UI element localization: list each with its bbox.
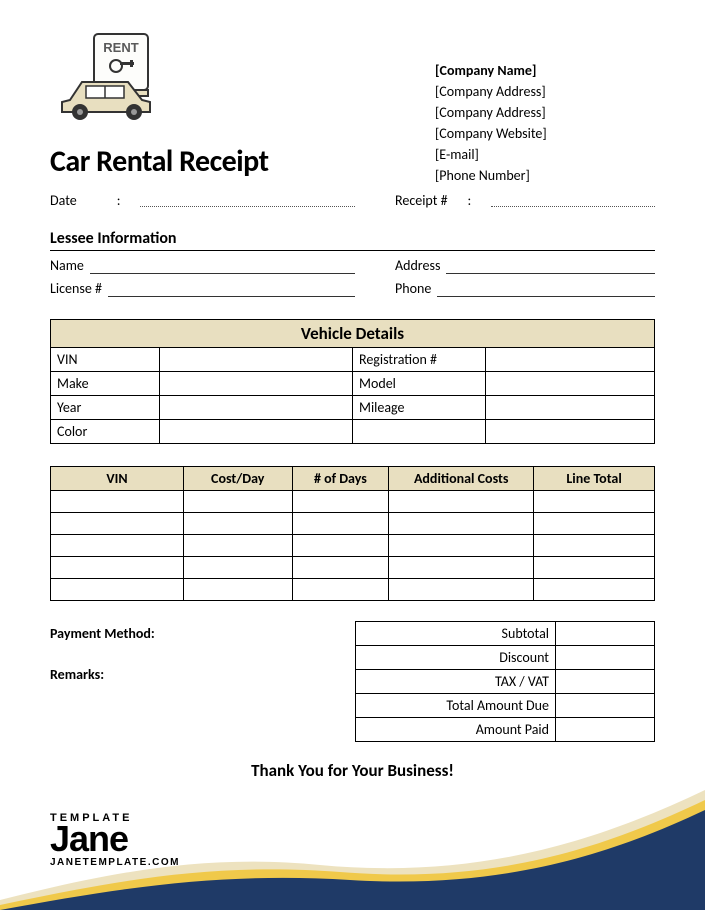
license-label: License # xyxy=(50,280,102,297)
table-cell[interactable] xyxy=(389,513,534,535)
vin-label: VIN xyxy=(51,348,160,372)
license-field[interactable] xyxy=(108,283,355,297)
receipt-label: Receipt # xyxy=(395,192,448,209)
due-label: Total Amount Due xyxy=(356,694,556,718)
table-row xyxy=(51,557,655,579)
company-website: [Company Website] xyxy=(435,123,655,144)
company-email: [E-mail] xyxy=(435,144,655,165)
totals-table: Subtotal Discount TAX / VAT Total Amount… xyxy=(355,621,655,742)
remarks-label: Remarks: xyxy=(50,666,335,683)
due-field[interactable] xyxy=(556,694,655,718)
year-field[interactable] xyxy=(159,396,352,420)
col-cost: Cost/Day xyxy=(183,467,292,491)
col-days: # of Days xyxy=(292,467,389,491)
footer-main: Jane xyxy=(50,824,180,855)
vin-field[interactable] xyxy=(159,348,352,372)
table-cell[interactable] xyxy=(51,513,184,535)
company-phone: [Phone Number] xyxy=(435,165,655,186)
date-label: Date xyxy=(50,192,77,209)
table-row xyxy=(51,513,655,535)
paid-field[interactable] xyxy=(556,718,655,742)
table-cell[interactable] xyxy=(389,557,534,579)
company-address-2: [Company Address] xyxy=(435,102,655,123)
table-cell[interactable] xyxy=(389,535,534,557)
table-cell[interactable] xyxy=(292,491,389,513)
reg-field[interactable] xyxy=(485,348,654,372)
vehicle-details-table: Vehicle Details VIN Registration # Make … xyxy=(50,319,655,444)
name-label: Name xyxy=(50,257,84,274)
table-cell[interactable] xyxy=(292,557,389,579)
table-cell[interactable] xyxy=(51,557,184,579)
date-field[interactable] xyxy=(140,195,355,207)
col-add: Additional Costs xyxy=(389,467,534,491)
color-label: Color xyxy=(51,420,160,444)
table-row xyxy=(51,579,655,601)
table-cell[interactable] xyxy=(183,579,292,601)
tax-label: TAX / VAT xyxy=(356,670,556,694)
paid-label: Amount Paid xyxy=(356,718,556,742)
col-vin: VIN xyxy=(51,467,184,491)
vehicle-heading: Vehicle Details xyxy=(51,320,655,348)
year-label: Year xyxy=(51,396,160,420)
table-cell[interactable] xyxy=(292,513,389,535)
table-cell[interactable] xyxy=(183,557,292,579)
table-cell[interactable] xyxy=(389,491,534,513)
cost-table: VIN Cost/Day # of Days Additional Costs … xyxy=(50,466,655,601)
receipt-field[interactable] xyxy=(491,195,655,207)
footer-url: JANETEMPLATE.COM xyxy=(50,857,180,868)
reg-label: Registration # xyxy=(352,348,485,372)
table-cell[interactable] xyxy=(534,535,655,557)
model-field[interactable] xyxy=(485,372,654,396)
table-cell[interactable] xyxy=(51,491,184,513)
payment-method-label: Payment Method: xyxy=(50,625,335,642)
table-cell[interactable] xyxy=(534,557,655,579)
table-cell[interactable] xyxy=(183,491,292,513)
thankyou-text: Thank You for Your Business! xyxy=(50,760,655,781)
discount-field[interactable] xyxy=(556,646,655,670)
table-row xyxy=(51,535,655,557)
name-field[interactable] xyxy=(90,260,355,274)
table-cell[interactable] xyxy=(292,535,389,557)
table-cell[interactable] xyxy=(292,579,389,601)
table-cell[interactable] xyxy=(183,513,292,535)
table-cell[interactable] xyxy=(183,535,292,557)
svg-text:RENT: RENT xyxy=(103,40,138,55)
table-cell[interactable] xyxy=(389,579,534,601)
phone-label: Phone xyxy=(395,280,431,297)
table-cell[interactable] xyxy=(534,513,655,535)
mileage-label: Mileage xyxy=(352,396,485,420)
table-cell[interactable] xyxy=(534,579,655,601)
make-label: Make xyxy=(51,372,160,396)
lessee-heading: Lessee Information xyxy=(50,229,655,251)
col-total: Line Total xyxy=(534,467,655,491)
page-title: Car Rental Receipt xyxy=(50,143,395,180)
company-name: [Company Name] xyxy=(435,60,655,81)
footer-logo: TEMPLATE Jane JANETEMPLATE.COM xyxy=(50,812,180,868)
phone-field[interactable] xyxy=(437,283,655,297)
make-field[interactable] xyxy=(159,372,352,396)
car-rent-icon: RENT xyxy=(50,30,190,130)
color-field[interactable] xyxy=(159,420,352,444)
subtotal-field[interactable] xyxy=(556,622,655,646)
company-info: [Company Name] [Company Address] [Compan… xyxy=(435,30,655,186)
subtotal-label: Subtotal xyxy=(356,622,556,646)
address-field[interactable] xyxy=(446,260,655,274)
table-cell[interactable] xyxy=(534,491,655,513)
table-cell[interactable] xyxy=(51,579,184,601)
address-label: Address xyxy=(395,257,440,274)
company-address-1: [Company Address] xyxy=(435,81,655,102)
table-row xyxy=(51,491,655,513)
model-label: Model xyxy=(352,372,485,396)
table-cell[interactable] xyxy=(51,535,184,557)
mileage-field[interactable] xyxy=(485,396,654,420)
tax-field[interactable] xyxy=(556,670,655,694)
discount-label: Discount xyxy=(356,646,556,670)
